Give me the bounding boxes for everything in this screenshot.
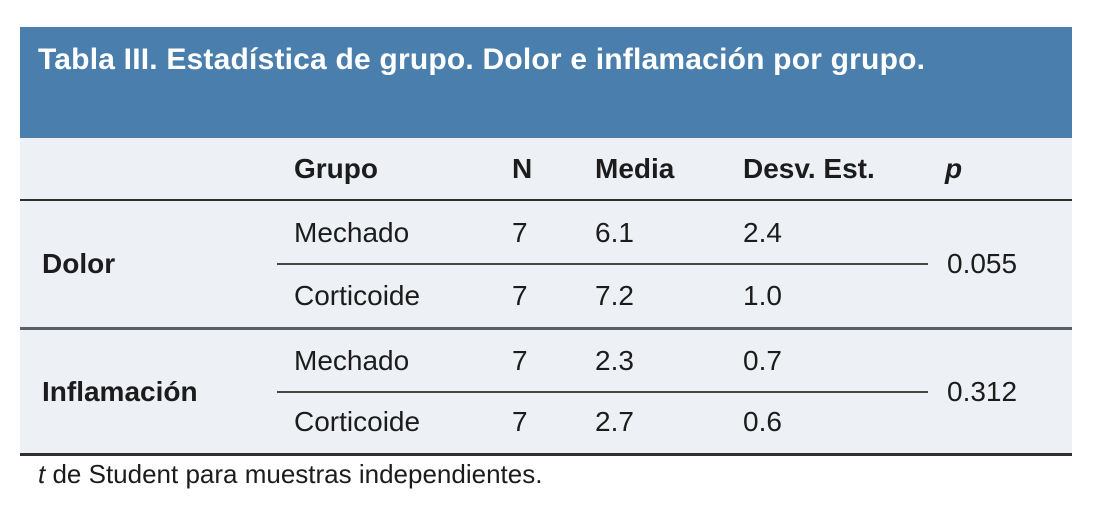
col-header-media: Media bbox=[595, 152, 675, 184]
cell-n: 7 bbox=[512, 216, 528, 248]
col-header-grupo: Grupo bbox=[294, 152, 378, 184]
col-header-n: N bbox=[512, 152, 533, 184]
table-header-row: Grupo N Media Desv. Est. p bbox=[20, 138, 1072, 201]
cell-desv-est: 0.6 bbox=[743, 406, 782, 438]
table-body: Grupo N Media Desv. Est. p Dolor Mechado… bbox=[20, 138, 1072, 456]
row-group-label: Inflamación bbox=[42, 375, 198, 407]
cell-media: 2.7 bbox=[595, 406, 634, 438]
cell-n: 7 bbox=[512, 406, 528, 438]
row-group-label: Dolor bbox=[42, 248, 116, 279]
cell-desv-est: 0.7 bbox=[743, 344, 782, 376]
table-footnote: t de Student para muestras independiente… bbox=[38, 459, 542, 490]
cell-media: 2.3 bbox=[595, 344, 634, 376]
cell-group: Mechado bbox=[294, 216, 410, 248]
cell-desv-est: 1.0 bbox=[743, 279, 782, 311]
footnote-text: de Student para muestras independientes. bbox=[45, 459, 543, 489]
subrow-divider bbox=[277, 390, 928, 393]
table-title: Tabla III. Estadística de grupo. Dolor e… bbox=[20, 27, 1072, 138]
cell-media: 7.2 bbox=[595, 279, 634, 311]
subrow-divider bbox=[277, 263, 928, 265]
cell-desv-est: 2.4 bbox=[743, 216, 782, 248]
col-header-p: p bbox=[945, 152, 963, 184]
cell-n: 7 bbox=[512, 279, 528, 311]
cell-group: Mechado bbox=[294, 344, 410, 376]
cell-media: 6.1 bbox=[595, 216, 634, 248]
cell-group: Corticoide bbox=[294, 279, 421, 311]
cell-p-value: 0.055 bbox=[947, 248, 1018, 279]
section-inflamacion: Inflamación Mechado 7 2.3 0.7 Corticoide… bbox=[20, 330, 1072, 453]
statistics-table: Tabla III. Estadística de grupo. Dolor e… bbox=[20, 27, 1072, 456]
footnote-t-symbol: t bbox=[38, 459, 46, 489]
cell-p-value: 0.312 bbox=[947, 375, 1018, 407]
cell-n: 7 bbox=[512, 344, 528, 376]
cell-group: Corticoide bbox=[294, 406, 421, 438]
section-dolor: Dolor Mechado 7 6.1 2.4 Corticoide 7 7.2… bbox=[20, 201, 1072, 330]
col-header-desv-est: Desv. Est. bbox=[743, 152, 875, 184]
